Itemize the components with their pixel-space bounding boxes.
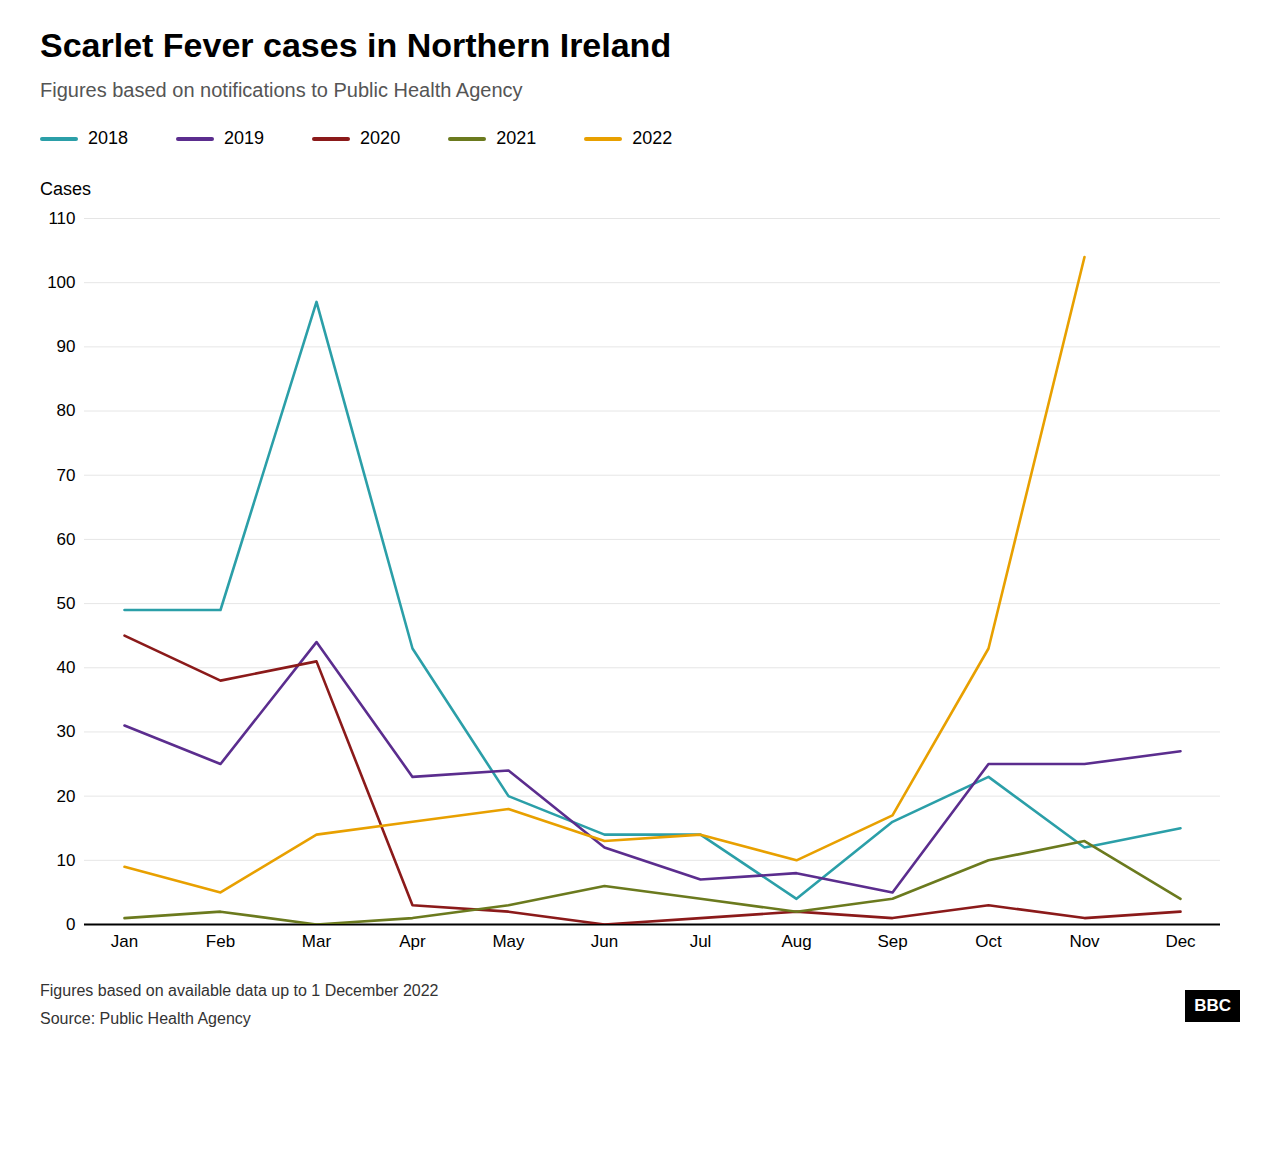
svg-text:70: 70 xyxy=(57,466,76,485)
svg-text:100: 100 xyxy=(47,273,75,292)
html-text:Source: Public Health Agency: Source: Public Health Agency xyxy=(40,1010,251,1027)
html-text:2018: 2018 xyxy=(88,128,128,148)
svg-text:Mar: Mar xyxy=(302,932,332,951)
html-text:BBC: BBC xyxy=(1194,996,1231,1015)
svg-text:Sep: Sep xyxy=(877,932,907,951)
svg-text:Jun: Jun xyxy=(591,932,618,951)
svg-text:Apr: Apr xyxy=(399,932,426,951)
svg-text:30: 30 xyxy=(57,722,76,741)
svg-text:50: 50 xyxy=(57,594,76,613)
html-text:Cases: Cases xyxy=(40,179,91,199)
svg-text:Oct: Oct xyxy=(975,932,1002,951)
svg-text:110: 110 xyxy=(48,209,75,228)
svg-text:Jan: Jan xyxy=(111,932,138,951)
html-text:Figures based on notifications: Figures based on notifications to Public… xyxy=(40,79,523,101)
svg-text:Nov: Nov xyxy=(1069,932,1100,951)
svg-text:Jul: Jul xyxy=(690,932,712,951)
html-text:2021: 2021 xyxy=(496,128,537,148)
html-text:Figures based on available dat: Figures based on available data up to 1 … xyxy=(40,982,439,999)
svg-text:20: 20 xyxy=(57,787,76,806)
svg-text:Aug: Aug xyxy=(781,932,811,951)
svg-text:90: 90 xyxy=(57,337,76,356)
svg-text:May: May xyxy=(492,932,525,951)
svg-text:0: 0 xyxy=(66,915,75,934)
html-text:2019: 2019 xyxy=(224,128,265,148)
svg-text:Feb: Feb xyxy=(206,932,235,951)
svg-text:40: 40 xyxy=(57,658,76,677)
svg-text:10: 10 xyxy=(57,851,76,870)
svg-text:80: 80 xyxy=(57,401,76,420)
svg-text:60: 60 xyxy=(57,530,76,549)
html-text:2020: 2020 xyxy=(360,128,401,148)
svg-text:Dec: Dec xyxy=(1165,932,1196,951)
html-text:Scarlet Fever cases in Norther: Scarlet Fever cases in Northern Ireland xyxy=(40,26,672,64)
html-text:2022: 2022 xyxy=(632,128,673,148)
